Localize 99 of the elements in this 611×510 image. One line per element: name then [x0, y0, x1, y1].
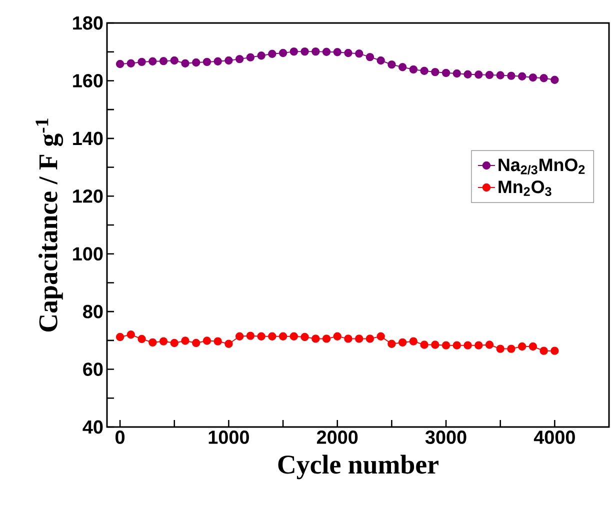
y-tick-label: 160 — [73, 74, 103, 88]
point — [312, 47, 320, 56]
point — [518, 342, 526, 351]
point — [344, 48, 352, 58]
point — [159, 56, 168, 66]
point — [366, 334, 374, 343]
point — [202, 336, 212, 345]
point — [333, 48, 342, 56]
point — [235, 54, 244, 64]
point — [398, 338, 407, 347]
point — [278, 48, 288, 58]
point — [257, 52, 266, 60]
point — [268, 332, 276, 340]
point — [235, 332, 244, 340]
point — [442, 68, 450, 78]
point — [224, 56, 233, 65]
point — [246, 53, 255, 62]
point — [409, 337, 418, 346]
point — [485, 340, 494, 349]
point — [322, 48, 331, 56]
point — [398, 63, 407, 72]
point — [388, 340, 396, 348]
point — [214, 337, 222, 346]
point — [214, 57, 222, 66]
point — [344, 334, 352, 343]
point — [290, 332, 298, 340]
point — [550, 76, 559, 84]
point — [170, 338, 178, 348]
point — [181, 59, 190, 68]
point — [116, 60, 124, 68]
point — [452, 69, 461, 78]
point — [409, 65, 418, 74]
y-axis-title: Capacitance / F g$^{-1}$ — [36, 118, 64, 332]
x-tick-label: 4000 — [534, 430, 575, 444]
point — [376, 332, 385, 340]
point — [148, 338, 157, 347]
x-tick-label: 1000 — [208, 430, 249, 444]
point — [126, 59, 136, 68]
point — [518, 72, 526, 80]
x-tick-label: 0 — [116, 430, 125, 444]
point — [257, 332, 266, 340]
point — [528, 73, 538, 82]
point — [224, 340, 233, 348]
legend-label: Na$_{2/3}$MnO$_{2}$ — [498, 158, 585, 174]
point — [388, 60, 396, 69]
x-tick-label: 2000 — [316, 430, 358, 444]
point — [474, 341, 483, 350]
y-tick-label: 120 — [73, 189, 103, 203]
point — [540, 74, 548, 82]
point — [246, 332, 255, 340]
point — [550, 346, 559, 355]
point — [170, 56, 178, 65]
point — [159, 337, 168, 346]
y-tick-label: 100 — [73, 247, 103, 261]
point — [192, 338, 200, 348]
y-tick-label: 140 — [73, 132, 103, 146]
point — [442, 341, 450, 350]
point — [192, 58, 200, 67]
point — [278, 332, 288, 340]
point — [202, 58, 212, 66]
point — [420, 340, 428, 349]
point — [474, 70, 483, 79]
legend-label: Mn$_{2}$O$_{3}$ — [498, 180, 552, 196]
y-tick-label: 40 — [82, 420, 103, 434]
point — [431, 68, 440, 76]
y-tick-label: 80 — [83, 304, 103, 318]
point — [354, 334, 364, 343]
x-tick-label: 3000 — [425, 430, 466, 444]
point — [138, 58, 146, 66]
y-tick-label: 180 — [73, 16, 103, 30]
point — [507, 344, 516, 353]
point — [312, 334, 320, 343]
point — [507, 72, 516, 80]
point — [376, 56, 385, 65]
x-axis-title: Cycle number — [278, 454, 438, 480]
point — [420, 66, 428, 75]
point — [322, 334, 331, 343]
point — [354, 49, 364, 58]
point — [485, 70, 494, 80]
point — [116, 332, 124, 342]
point — [300, 47, 309, 56]
point — [452, 341, 461, 350]
point — [268, 50, 276, 58]
point — [126, 330, 136, 339]
point — [496, 344, 504, 353]
point — [366, 52, 374, 62]
point — [528, 342, 538, 351]
y-tick-label: 60 — [83, 362, 103, 376]
point — [333, 332, 342, 340]
point — [540, 346, 548, 355]
point — [496, 71, 504, 80]
point — [464, 70, 472, 78]
point — [148, 57, 157, 66]
point — [181, 336, 190, 345]
point — [431, 340, 440, 349]
point — [290, 47, 298, 56]
point — [300, 332, 309, 342]
point — [464, 341, 472, 350]
point — [138, 334, 146, 344]
